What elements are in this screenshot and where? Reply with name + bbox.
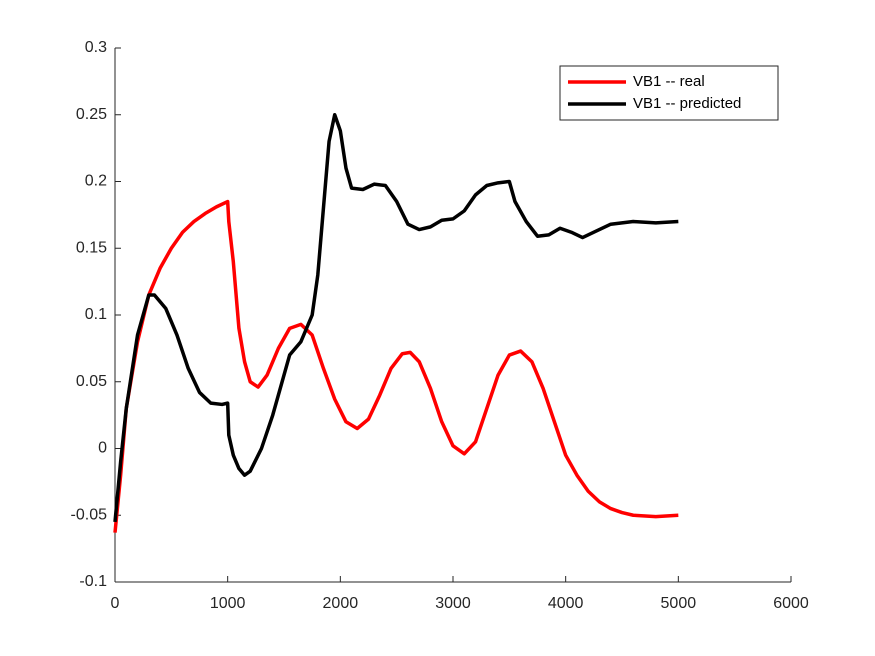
y-tick-label: 0 xyxy=(98,440,107,457)
legend-box xyxy=(559,65,779,121)
x-tick-label: 4000 xyxy=(548,595,584,612)
x-tick-label: 0 xyxy=(111,595,120,612)
legend-label: VB1 -- predicted xyxy=(633,95,741,112)
x-tick-label: 1000 xyxy=(210,595,246,612)
x-tick-label: 5000 xyxy=(661,595,697,612)
legend: VB1 -- real VB1 -- predicted xyxy=(559,65,779,121)
y-tick-label: 0.25 xyxy=(76,106,107,123)
series-line xyxy=(113,113,679,523)
y-tick-label: 0.1 xyxy=(85,306,107,323)
y-tick-label: -0.05 xyxy=(71,506,108,523)
y-tick-label: -0.1 xyxy=(79,573,107,590)
y-tick-label: 0.2 xyxy=(85,173,107,190)
y-tick-label: 0.05 xyxy=(76,373,107,390)
y-tick-label: 0.15 xyxy=(76,239,107,256)
series-line xyxy=(113,199,679,533)
x-tick-label: 3000 xyxy=(435,595,471,612)
x-tick-label: 6000 xyxy=(773,595,809,612)
y-tick-label: 0.3 xyxy=(85,39,107,56)
x-tick-label: 2000 xyxy=(323,595,359,612)
legend-label: VB1 -- real xyxy=(633,73,705,90)
